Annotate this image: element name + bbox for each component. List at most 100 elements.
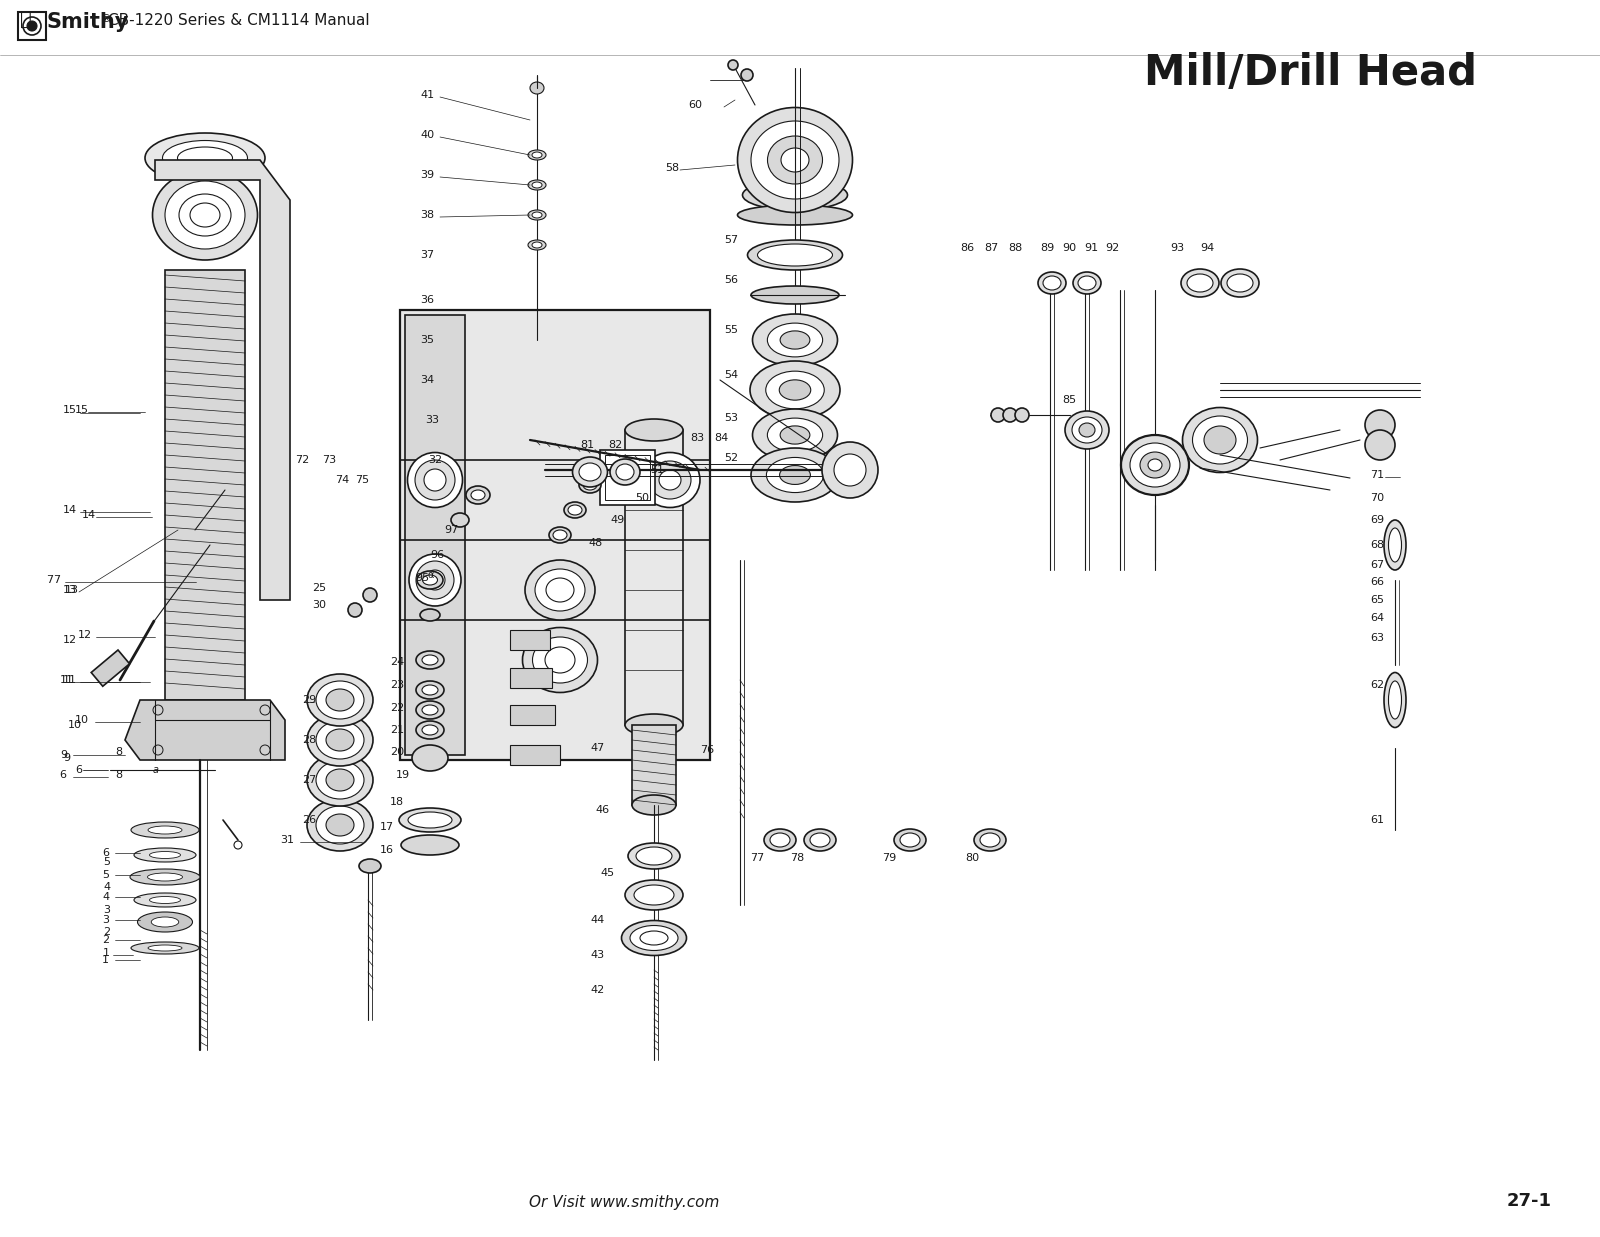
Text: 73: 73 [322, 455, 336, 465]
Ellipse shape [451, 513, 469, 527]
Ellipse shape [582, 480, 597, 490]
Ellipse shape [147, 873, 182, 881]
Text: 4: 4 [102, 882, 110, 892]
Text: 15: 15 [62, 404, 77, 414]
Ellipse shape [805, 829, 835, 851]
Ellipse shape [621, 920, 686, 955]
Text: 42: 42 [590, 985, 605, 995]
Ellipse shape [531, 242, 542, 247]
Ellipse shape [627, 842, 680, 870]
Text: 9: 9 [61, 750, 67, 760]
Bar [510, 745, 560, 764]
Bar [18, 12, 46, 40]
Text: 82: 82 [608, 440, 622, 450]
Ellipse shape [1221, 268, 1259, 297]
Text: 20: 20 [390, 747, 405, 757]
Text: 92: 92 [1106, 242, 1120, 254]
Ellipse shape [1078, 276, 1096, 289]
Text: 96: 96 [430, 550, 445, 560]
Text: 5: 5 [102, 857, 110, 867]
Ellipse shape [531, 182, 542, 188]
Text: 29: 29 [302, 695, 317, 705]
Text: 45: 45 [600, 868, 614, 878]
Ellipse shape [317, 807, 365, 844]
Ellipse shape [422, 685, 438, 695]
Text: 25: 25 [312, 583, 326, 593]
Ellipse shape [131, 943, 198, 954]
Text: 49: 49 [610, 515, 624, 524]
Circle shape [990, 408, 1005, 422]
Bar [632, 725, 675, 805]
Ellipse shape [765, 829, 797, 851]
Ellipse shape [152, 917, 179, 927]
Text: 8: 8 [115, 747, 122, 757]
Text: 6: 6 [102, 849, 109, 858]
Text: 90: 90 [1062, 242, 1077, 254]
Text: 2: 2 [102, 935, 109, 945]
Text: 30: 30 [312, 600, 326, 610]
Ellipse shape [408, 453, 462, 507]
Circle shape [1003, 408, 1018, 422]
Text: 62: 62 [1370, 680, 1384, 690]
Text: 52: 52 [723, 453, 738, 463]
Text: 13: 13 [62, 585, 77, 595]
Ellipse shape [1130, 443, 1181, 487]
Text: 83: 83 [690, 433, 704, 443]
Text: 21: 21 [390, 725, 405, 735]
Text: 10: 10 [67, 720, 82, 730]
Text: 39: 39 [419, 169, 434, 181]
Text: 91: 91 [1085, 242, 1098, 254]
Ellipse shape [752, 409, 837, 461]
Ellipse shape [626, 419, 683, 442]
Text: 61: 61 [1370, 815, 1384, 825]
Ellipse shape [1139, 452, 1170, 477]
Text: 38: 38 [419, 210, 434, 220]
Ellipse shape [894, 829, 926, 851]
Text: 18: 18 [390, 797, 405, 807]
Ellipse shape [422, 575, 437, 585]
Ellipse shape [752, 314, 837, 366]
Ellipse shape [528, 210, 546, 220]
Text: 97: 97 [445, 524, 458, 534]
Text: 22: 22 [390, 703, 405, 713]
Text: 94: 94 [1200, 242, 1214, 254]
Text: 43: 43 [590, 950, 605, 960]
Text: 5: 5 [102, 870, 109, 880]
Ellipse shape [422, 725, 438, 735]
Circle shape [822, 442, 878, 499]
Ellipse shape [899, 833, 920, 847]
Ellipse shape [1149, 459, 1162, 471]
Text: 81: 81 [579, 440, 594, 450]
Text: 27-1: 27-1 [1507, 1192, 1552, 1210]
Ellipse shape [418, 571, 443, 589]
Text: 3: 3 [102, 905, 110, 915]
Text: 32: 32 [429, 455, 442, 465]
Ellipse shape [149, 897, 181, 903]
Text: α: α [427, 570, 434, 580]
Text: 66: 66 [1370, 576, 1384, 588]
Ellipse shape [750, 361, 840, 419]
Ellipse shape [534, 569, 586, 611]
Ellipse shape [408, 811, 453, 828]
Ellipse shape [1072, 417, 1102, 443]
Ellipse shape [528, 150, 546, 160]
Ellipse shape [1122, 435, 1189, 495]
Text: 60: 60 [688, 100, 702, 110]
Ellipse shape [165, 181, 245, 249]
Text: 86: 86 [960, 242, 974, 254]
Text: 6: 6 [59, 769, 66, 781]
Ellipse shape [414, 460, 454, 500]
Text: 10: 10 [75, 715, 90, 725]
Ellipse shape [416, 682, 445, 699]
Ellipse shape [1066, 411, 1109, 449]
Text: 75: 75 [355, 475, 370, 485]
Ellipse shape [770, 833, 790, 847]
Text: 74: 74 [334, 475, 349, 485]
Ellipse shape [1205, 426, 1235, 454]
Text: 37: 37 [419, 250, 434, 260]
Ellipse shape [525, 560, 595, 620]
Ellipse shape [413, 745, 448, 771]
Text: Smithy: Smithy [46, 12, 130, 32]
Ellipse shape [130, 870, 200, 884]
Circle shape [728, 61, 738, 71]
